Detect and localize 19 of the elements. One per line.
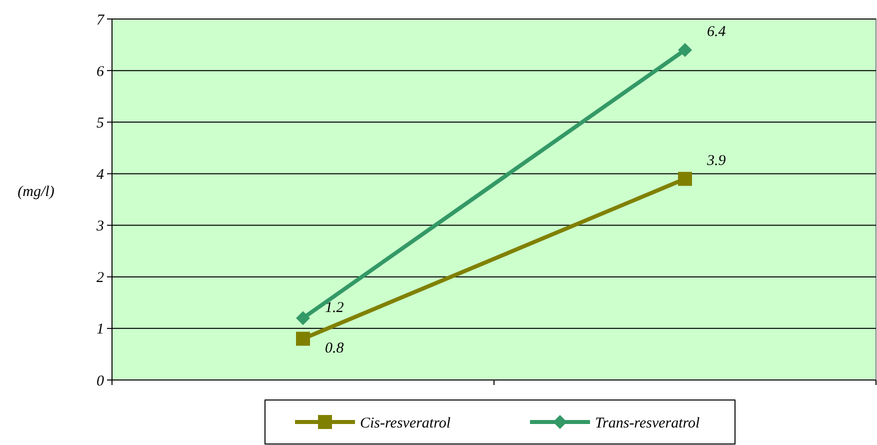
y-tick-label: 2 xyxy=(96,270,104,286)
y-tick-label: 0 xyxy=(96,373,104,390)
data-label: 3.9 xyxy=(706,152,726,169)
y-tick-label: 4 xyxy=(96,166,104,183)
data-label: 0.8 xyxy=(325,340,344,357)
point xyxy=(296,311,310,326)
point xyxy=(296,332,310,346)
y-axis-title: (mg/l) xyxy=(18,184,54,200)
data-label: 6.4 xyxy=(707,24,726,40)
legend-label: Trans-resveratrol xyxy=(595,415,700,432)
y-tick-label: 6 xyxy=(96,64,104,80)
y-tick-label: 7 xyxy=(96,12,106,28)
point xyxy=(678,42,692,57)
y-tick-label: 3 xyxy=(96,218,104,235)
data-label: 1.2 xyxy=(325,300,344,316)
y-tick-label: 1 xyxy=(96,322,104,338)
y-tick-label: 5 xyxy=(96,115,104,132)
point xyxy=(678,172,692,186)
legend-label: Cis-resveratrol xyxy=(360,415,451,432)
